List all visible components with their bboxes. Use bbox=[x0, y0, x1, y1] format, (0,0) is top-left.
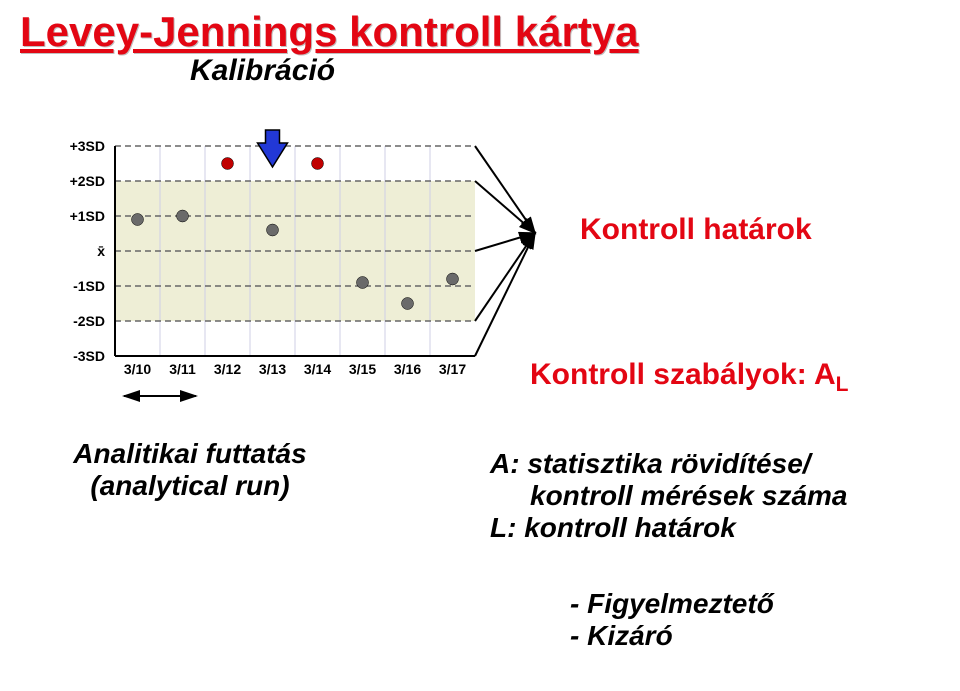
rules-text: Kontroll szabályok: bbox=[530, 358, 814, 391]
rules-symbol-l: L bbox=[836, 373, 849, 396]
bullet-warning: - Figyelmeztető bbox=[570, 588, 774, 620]
explain-a-line2: kontroll mérések száma bbox=[530, 480, 848, 512]
control-rules-label: Kontroll szabályok: AL bbox=[530, 358, 848, 397]
limit-pointer-arrow-icon bbox=[475, 233, 535, 356]
analytical-line1: Analitikai futtatás bbox=[40, 438, 340, 470]
rules-explanation: A: statisztika rövidítése/kontroll mérés… bbox=[490, 448, 848, 544]
svg-text:3/14: 3/14 bbox=[304, 361, 331, 377]
analytical-run-label: Analitikai futtatás(analytical run) bbox=[40, 438, 340, 502]
svg-text:-2SD: -2SD bbox=[73, 313, 105, 329]
limit-pointer-arrow-icon bbox=[475, 233, 535, 321]
bullet-exclusion: - Kizáró bbox=[570, 620, 774, 652]
svg-text:3/12: 3/12 bbox=[214, 361, 241, 377]
svg-text:+2SD: +2SD bbox=[70, 173, 105, 189]
rules-symbol-a: A bbox=[814, 358, 836, 391]
svg-text:x̄: x̄ bbox=[97, 243, 105, 259]
svg-text:3/13: 3/13 bbox=[259, 361, 286, 377]
svg-text:-1SD: -1SD bbox=[73, 278, 105, 294]
svg-text:+3SD: +3SD bbox=[70, 138, 105, 154]
control-limits-label: Kontroll határok bbox=[580, 213, 812, 247]
page-title: Levey-Jennings kontroll kártya bbox=[20, 10, 940, 54]
svg-text:3/10: 3/10 bbox=[124, 361, 151, 377]
explain-a-line1: A: statisztika rövidítése/ bbox=[490, 448, 848, 480]
calibration-label: Kalibráció bbox=[190, 54, 335, 88]
limit-pointer-arrow-icon bbox=[475, 233, 535, 251]
svg-text:3/17: 3/17 bbox=[439, 361, 466, 377]
svg-text:3/11: 3/11 bbox=[169, 361, 196, 377]
svg-text:+1SD: +1SD bbox=[70, 208, 105, 224]
svg-text:3/16: 3/16 bbox=[394, 361, 421, 377]
analytical-line2: (analytical run) bbox=[40, 470, 340, 502]
svg-text:-3SD: -3SD bbox=[73, 348, 105, 364]
explain-l-line: L: kontroll határok bbox=[490, 512, 848, 544]
diagram-area: +3SD +2SD +1SD x̄ -1SD -2SD -3SD 3/10 3/11 3/12 3/… bbox=[20, 88, 960, 658]
rule-types-list: - Figyelmeztető- Kizáró bbox=[570, 588, 774, 652]
svg-text:3/15: 3/15 bbox=[349, 361, 376, 377]
